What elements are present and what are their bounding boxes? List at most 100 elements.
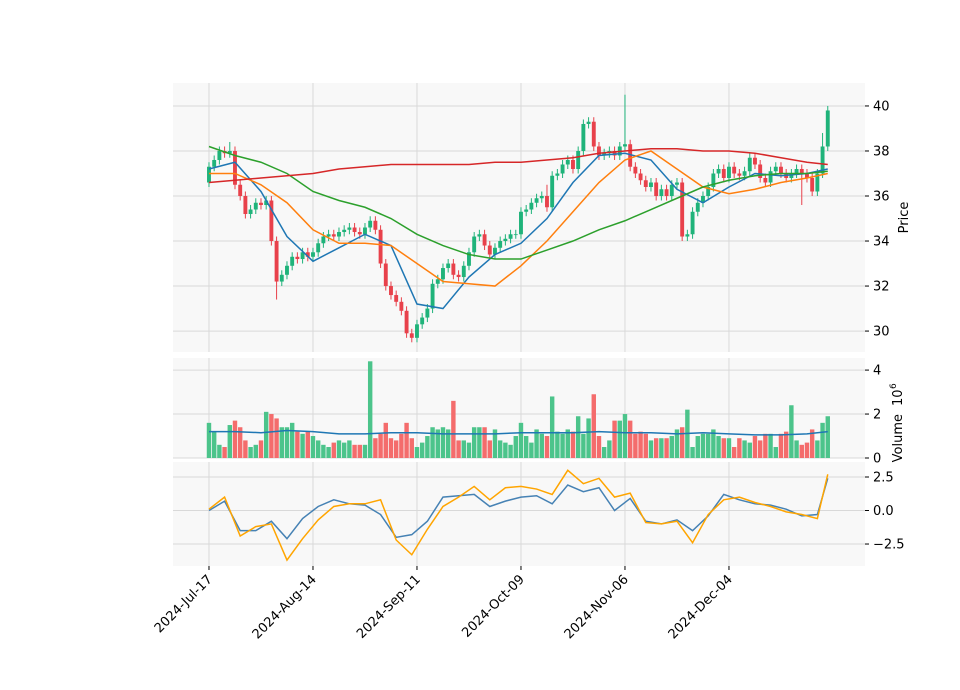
candle-body xyxy=(825,110,830,147)
candle-body xyxy=(747,157,752,172)
volume-bar xyxy=(352,444,357,458)
volume-bar xyxy=(373,438,378,458)
candle-body xyxy=(805,173,809,178)
moving-average-line xyxy=(208,147,828,184)
volume-bar xyxy=(768,433,773,458)
volume-bar xyxy=(581,433,586,458)
y-tick-label: 2 xyxy=(873,408,881,423)
volume-bar xyxy=(716,436,721,458)
candle-body xyxy=(799,168,804,174)
volume-bar xyxy=(388,438,394,458)
volume-bar xyxy=(622,414,628,458)
candle-body xyxy=(565,159,570,165)
panel-background xyxy=(173,83,865,352)
volume-bar xyxy=(742,440,747,458)
y-tick-label: −2.5 xyxy=(873,538,905,553)
candle-body xyxy=(295,256,300,260)
candle-body xyxy=(539,196,544,199)
volume-bar xyxy=(310,436,316,458)
volume-bar xyxy=(773,447,778,458)
candle-body xyxy=(305,252,310,257)
volume-bar xyxy=(477,427,482,458)
volume-bar xyxy=(638,431,643,458)
candle-body xyxy=(259,202,263,206)
volume-bar xyxy=(612,420,617,458)
volume-bar xyxy=(274,418,279,458)
volume-bar xyxy=(575,416,581,458)
y-tick-label: 38 xyxy=(873,144,890,159)
volume-average-line xyxy=(208,429,828,436)
volume-bar xyxy=(705,433,711,458)
volume-bar xyxy=(492,429,498,458)
candle-body xyxy=(701,196,705,203)
volume-bar xyxy=(804,442,810,458)
candle-body xyxy=(571,159,575,169)
volume-bar xyxy=(315,440,321,458)
candle-body xyxy=(711,173,716,187)
volume-bar xyxy=(399,433,404,458)
candle-body xyxy=(498,241,503,248)
volume-bar xyxy=(440,427,446,458)
volume-bar xyxy=(419,442,425,458)
volume-bar xyxy=(513,436,518,458)
volume-bar xyxy=(357,444,362,458)
volume-bar xyxy=(331,442,336,458)
candle-body xyxy=(628,144,633,167)
x-tick-label: 2024-Oct-09 xyxy=(459,572,527,640)
y-tick-label: 2.5 xyxy=(873,471,894,486)
volume-bar xyxy=(211,431,217,458)
candle-body xyxy=(794,168,799,174)
volume-bar xyxy=(555,431,560,458)
volume-bar xyxy=(336,440,342,458)
volume-bar xyxy=(534,429,539,458)
volume-bar xyxy=(809,429,815,458)
candle-body xyxy=(586,121,591,124)
candle-body xyxy=(227,150,232,154)
volume-bar xyxy=(731,447,737,458)
y-tick-label: 0 xyxy=(873,452,881,467)
volume-bar xyxy=(664,438,669,458)
candle-body xyxy=(779,166,783,174)
volume-bar xyxy=(367,361,373,458)
candle-body xyxy=(321,236,326,244)
candle-body xyxy=(680,182,685,237)
candle-body xyxy=(716,168,721,174)
volume-bar xyxy=(430,427,435,458)
candle-body xyxy=(721,168,726,178)
volume-bar xyxy=(648,440,654,458)
candle-body xyxy=(659,189,664,197)
candle-body xyxy=(482,234,487,246)
volume-bar xyxy=(258,440,264,458)
volume-bar xyxy=(269,414,274,458)
candle-body xyxy=(789,173,794,178)
candle-body xyxy=(409,333,414,338)
volume-bar xyxy=(721,438,726,458)
candle-body xyxy=(368,220,373,228)
candle-body xyxy=(316,243,321,253)
candle-body xyxy=(363,227,367,235)
candle-body xyxy=(279,274,284,282)
volume-bar xyxy=(378,433,383,458)
volume-bar xyxy=(414,447,420,458)
candle-body xyxy=(441,268,445,280)
candle-body xyxy=(815,173,820,192)
y-tick-label: 34 xyxy=(873,235,890,250)
candle-body xyxy=(685,234,690,237)
candle-body xyxy=(524,209,529,212)
candle-body xyxy=(545,196,549,208)
candle-body xyxy=(493,247,497,255)
candle-body xyxy=(591,121,596,147)
candle-body xyxy=(342,229,347,233)
candle-body xyxy=(555,173,560,176)
candle-body xyxy=(737,173,742,176)
candle-body xyxy=(435,279,440,284)
candle-body xyxy=(212,159,217,167)
candle-body xyxy=(638,173,643,181)
candle-body xyxy=(446,263,451,269)
candle-body xyxy=(290,256,295,266)
volume-bar xyxy=(549,396,555,458)
volume-bar xyxy=(711,429,716,458)
candle-body xyxy=(508,234,513,239)
volume-bar xyxy=(747,442,752,458)
volume-bar xyxy=(425,436,430,458)
